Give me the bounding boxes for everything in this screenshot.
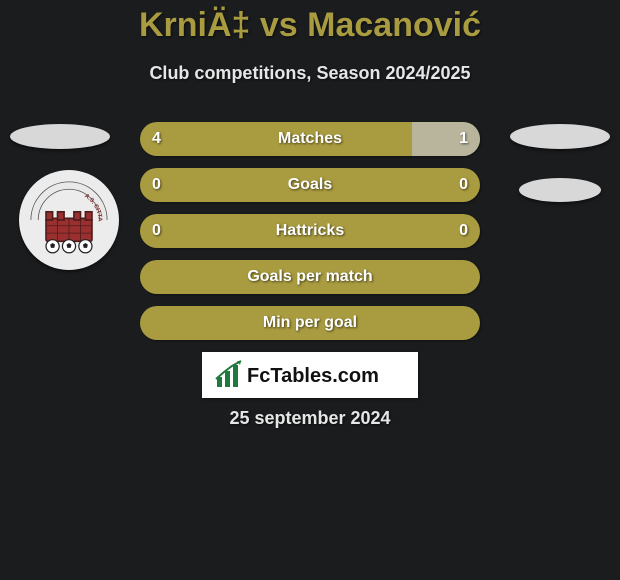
date-text: 25 september 2024 — [0, 408, 620, 429]
stat-label: Goals — [140, 168, 480, 202]
stat-row: Min per goal — [140, 306, 480, 340]
stat-row: Goals per match — [140, 260, 480, 294]
fctables-logo: FcTables.com — [215, 359, 405, 391]
castle-icon — [46, 212, 92, 253]
stat-row: 41Matches — [140, 122, 480, 156]
crest-svg: A.S. CITTADELLA — [28, 179, 110, 261]
player-right-badge-1 — [510, 124, 610, 149]
stat-label: Min per goal — [140, 306, 480, 340]
player-left-badge-1 — [10, 124, 110, 149]
stat-row: 00Hattricks — [140, 214, 480, 248]
stat-label: Goals per match — [140, 260, 480, 294]
page-title: KrniÄ‡ vs Macanović — [0, 0, 620, 45]
stats-bars: 41Matches 00Goals 00Hattricks Goals per mat… — [140, 122, 480, 352]
stat-row: 00Goals — [140, 168, 480, 202]
comparison-infographic: KrniÄ‡ vs Macanović Club competitions, S… — [0, 0, 620, 580]
svg-text:FcTables.com: FcTables.com — [247, 365, 379, 387]
stat-label: Matches — [140, 122, 480, 156]
club-crest-left: A.S. CITTADELLA — [19, 170, 119, 270]
stat-label: Hattricks — [140, 214, 480, 248]
player-right-badge-2 — [519, 178, 601, 202]
page-subtitle: Club competitions, Season 2024/2025 — [0, 63, 620, 84]
fctables-watermark: FcTables.com — [202, 352, 418, 398]
